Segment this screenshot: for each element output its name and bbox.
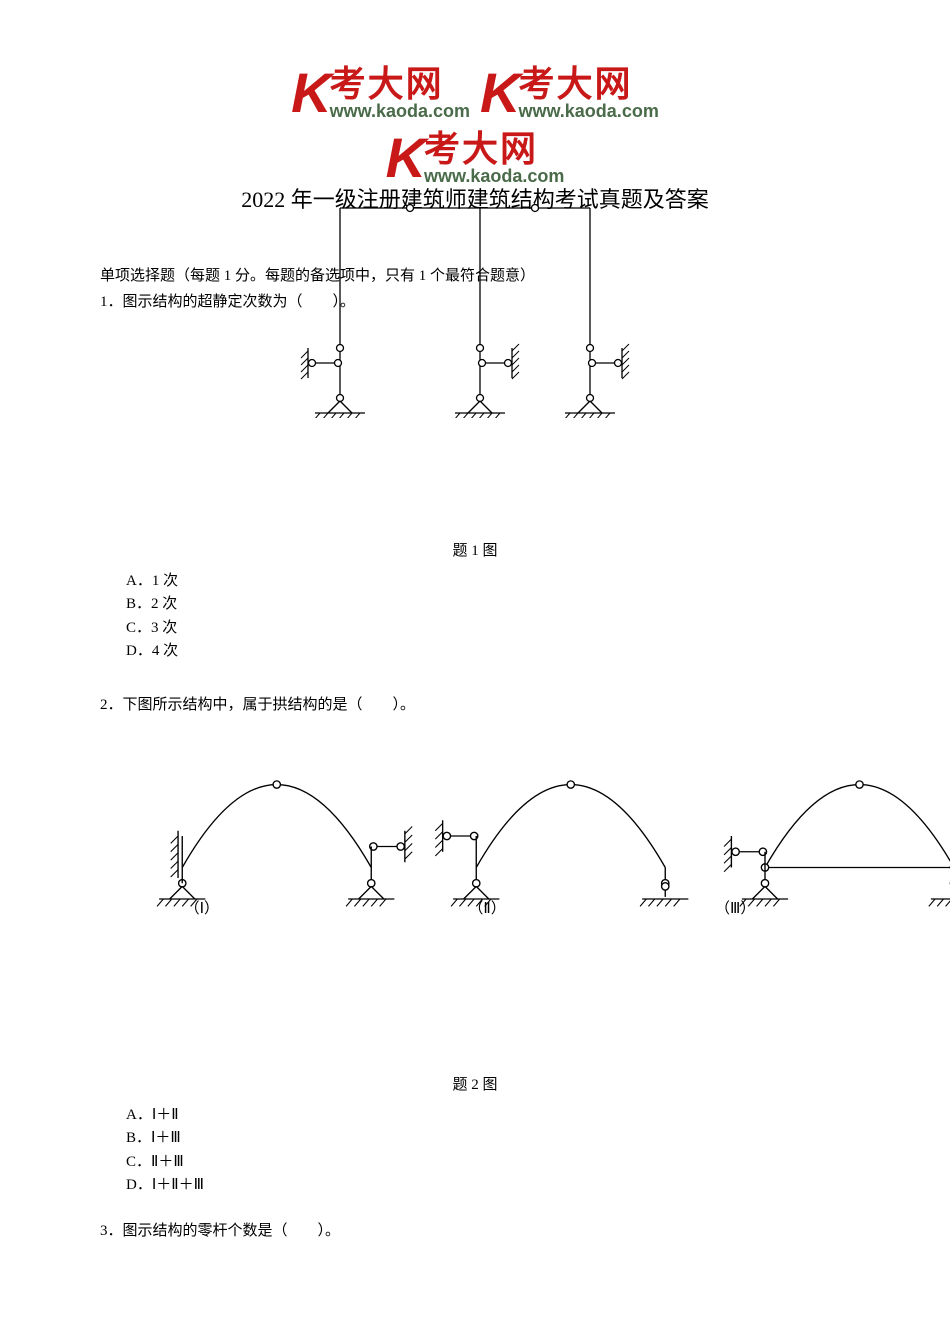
logo-1: K 考大网 www.kaoda.com <box>291 60 470 125</box>
logo-3: K 考大网 www.kaoda.com <box>386 125 565 190</box>
logo-row-1: K 考大网 www.kaoda.com K 考大网 www.kaoda.com <box>100 60 850 125</box>
q1-figure <box>290 188 660 418</box>
q2-options: A．Ⅰ＋Ⅱ B．Ⅰ＋Ⅲ C．Ⅱ＋Ⅲ D．Ⅰ＋Ⅱ＋Ⅲ <box>126 1104 850 1197</box>
q1-opt-a: A．1 次 <box>126 570 850 593</box>
logo-k: K <box>386 125 422 190</box>
logo-row-2: K 考大网 www.kaoda.com <box>100 125 850 190</box>
q1-opt-c: C．3 次 <box>126 617 850 640</box>
logo-url: www.kaoda.com <box>330 102 470 120</box>
logo-cn: 考大网 <box>424 131 564 167</box>
q1-options: A．1 次 B．2 次 C．3 次 D．4 次 <box>126 570 850 663</box>
logo-cn: 考大网 <box>518 66 658 102</box>
q2-figure <box>80 710 950 920</box>
logo-2: K 考大网 www.kaoda.com <box>480 60 659 125</box>
logo-cn: 考大网 <box>330 66 470 102</box>
q1-opt-d: D．4 次 <box>126 640 850 663</box>
q2-opt-c: C．Ⅱ＋Ⅲ <box>126 1151 850 1174</box>
logo-k: K <box>291 60 327 125</box>
q3-stem: 3．图示结构的零杆个数是（ ）。 <box>100 1219 850 1243</box>
q1-opt-b: B．2 次 <box>126 593 850 616</box>
q2-fig-label: 题 2 图 <box>100 1073 850 1094</box>
q2-opt-b: B．Ⅰ＋Ⅲ <box>126 1127 850 1150</box>
logo-k: K <box>480 60 516 125</box>
logo-url: www.kaoda.com <box>518 102 658 120</box>
q2-opt-a: A．Ⅰ＋Ⅱ <box>126 1104 850 1127</box>
q1-fig-label: 题 1 图 <box>100 539 850 560</box>
q2-opt-d: D．Ⅰ＋Ⅱ＋Ⅲ <box>126 1174 850 1197</box>
